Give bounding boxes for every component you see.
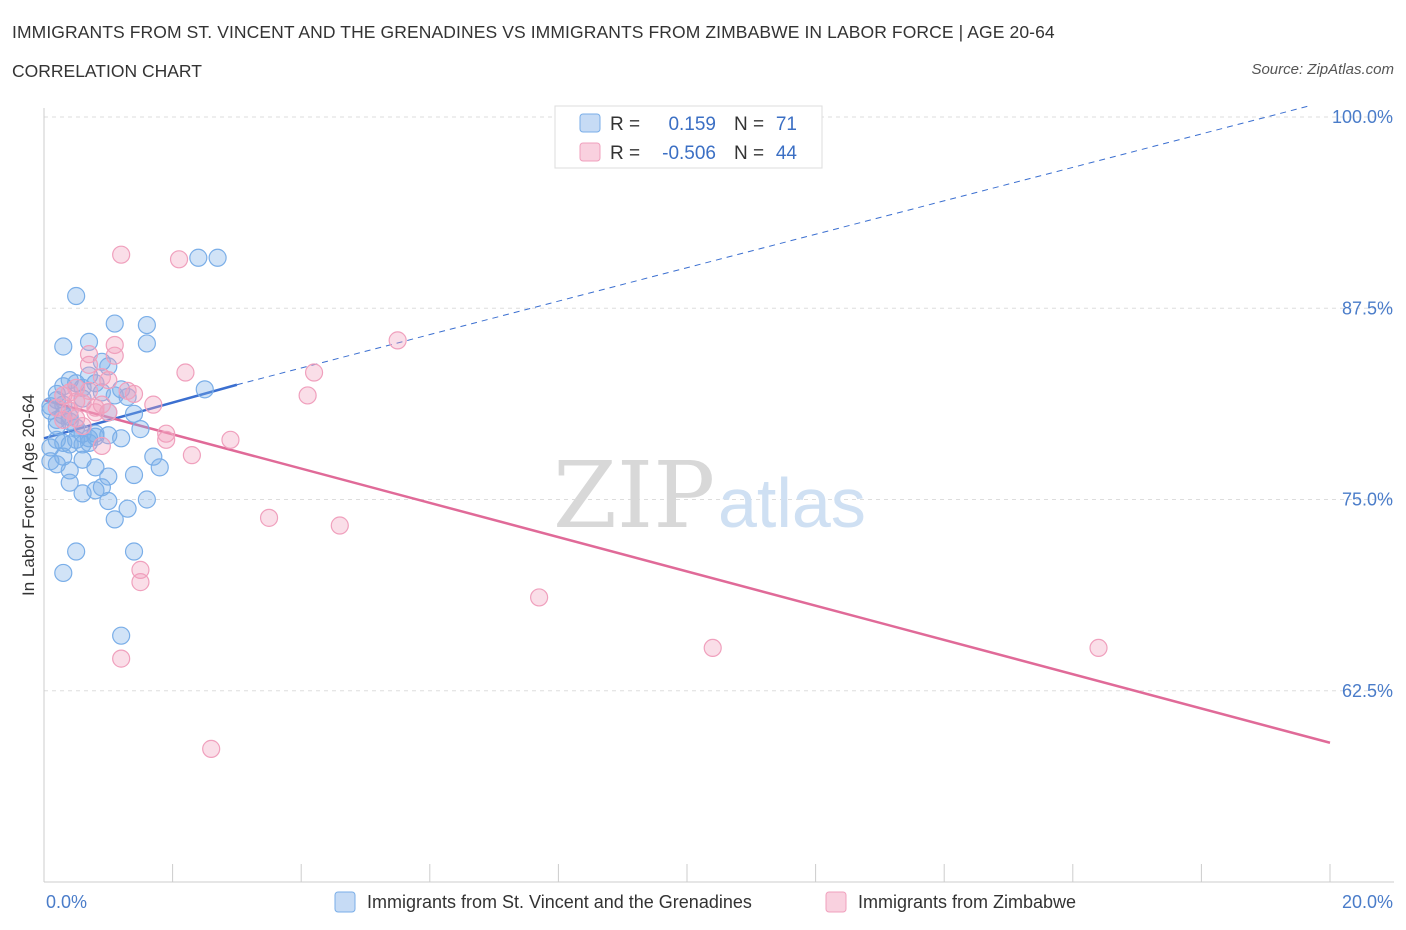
point-zimbabwe bbox=[131, 573, 150, 592]
point-zimbabwe bbox=[169, 250, 189, 269]
trend-line-svg-extension bbox=[236, 105, 1311, 386]
point-svg bbox=[131, 420, 150, 439]
point-svg bbox=[137, 490, 156, 509]
point-zimbabwe bbox=[124, 384, 144, 404]
point-zimbabwe bbox=[144, 395, 163, 414]
data-points bbox=[41, 245, 1108, 758]
x-tick-label-max: 20.0% bbox=[1342, 892, 1393, 912]
chart-subtitle: CORRELATION CHART bbox=[12, 61, 202, 81]
point-svg bbox=[67, 542, 86, 561]
x-tick-label-min: 0.0% bbox=[46, 892, 87, 912]
x-tick-labels: 0.0% 20.0% bbox=[46, 892, 1393, 912]
legend-r-value-2: -0.506 bbox=[662, 143, 716, 164]
point-zimbabwe bbox=[259, 508, 279, 527]
point-zimbabwe bbox=[330, 516, 349, 535]
point-zimbabwe bbox=[73, 416, 92, 436]
legend-swatch-svg bbox=[579, 113, 601, 133]
point-svg bbox=[105, 314, 124, 333]
point-zimbabwe bbox=[298, 386, 317, 405]
point-zimbabwe bbox=[112, 245, 131, 264]
point-zimbabwe bbox=[530, 588, 549, 607]
y-tick-labels: 62.5% 75.0% 87.5% 100.0% bbox=[1332, 107, 1393, 701]
point-svg bbox=[137, 334, 156, 353]
point-zimbabwe bbox=[92, 436, 111, 456]
point-zimbabwe bbox=[388, 331, 407, 350]
legend-swatch-zim bbox=[579, 142, 601, 162]
point-svg bbox=[112, 429, 131, 448]
point-svg bbox=[54, 563, 73, 583]
point-svg bbox=[118, 499, 137, 518]
watermark: ZIP atlas bbox=[553, 442, 866, 549]
legend-n-value-2: 44 bbox=[776, 143, 798, 164]
point-zimbabwe bbox=[157, 430, 176, 449]
point-svg bbox=[99, 357, 118, 376]
point-svg bbox=[86, 458, 105, 477]
y-tick-label: 100.0% bbox=[1332, 107, 1393, 127]
series-legend-label-svg: Immigrants from St. Vincent and the Gren… bbox=[367, 892, 752, 912]
x-ticks bbox=[172, 864, 1331, 882]
point-svg bbox=[137, 315, 156, 335]
point-svg bbox=[99, 467, 118, 486]
legend-n-value-1: 71 bbox=[776, 114, 797, 135]
point-zimbabwe bbox=[157, 424, 176, 443]
point-svg bbox=[67, 286, 86, 306]
legend-n-label-1: N = bbox=[734, 114, 764, 135]
point-svg bbox=[60, 473, 79, 492]
point-svg bbox=[105, 510, 124, 529]
point-svg bbox=[144, 447, 163, 466]
point-zimbabwe bbox=[202, 739, 221, 758]
legend-n-label-2: N = bbox=[734, 143, 764, 164]
point-svg bbox=[99, 491, 118, 511]
legend-r-value-1: 0.159 bbox=[668, 114, 716, 135]
trend-line-zimbabwe bbox=[43, 398, 1331, 744]
legend-r-label-2: R = bbox=[610, 143, 640, 164]
point-zimbabwe bbox=[86, 398, 105, 417]
trend-line-svg bbox=[43, 383, 238, 440]
point-zimbabwe bbox=[176, 363, 195, 382]
watermark-atlas: atlas bbox=[718, 464, 866, 542]
point-svg bbox=[208, 248, 227, 267]
point-svg bbox=[124, 465, 144, 485]
point-svg bbox=[195, 380, 214, 399]
point-svg bbox=[150, 458, 169, 477]
y-tick-label: 62.5% bbox=[1342, 681, 1393, 701]
legend-r-label-1: R = bbox=[610, 114, 640, 135]
point-zimbabwe bbox=[105, 346, 124, 365]
point-zimbabwe bbox=[54, 410, 73, 430]
series-legend-swatch-zim bbox=[825, 891, 847, 913]
point-svg bbox=[189, 248, 208, 267]
chart-title: IMMIGRANTS FROM ST. VINCENT AND THE GREN… bbox=[12, 22, 1055, 42]
point-zimbabwe bbox=[79, 345, 99, 364]
series-legend: Immigrants from St. Vincent and the Gren… bbox=[334, 891, 1076, 913]
series-legend-swatch-svg bbox=[334, 891, 356, 913]
point-svg bbox=[73, 435, 92, 454]
point-svg bbox=[124, 404, 144, 423]
point-svg bbox=[54, 337, 73, 356]
watermark-zip: ZIP bbox=[553, 442, 715, 549]
y-axis-label: In Labor Force | Age 20-64 bbox=[19, 394, 38, 596]
point-zimbabwe bbox=[105, 335, 124, 355]
point-zimbabwe bbox=[112, 649, 131, 668]
point-zimbabwe bbox=[182, 446, 201, 465]
point-zimbabwe bbox=[221, 430, 240, 449]
point-svg bbox=[112, 626, 131, 645]
series-legend-label-zim: Immigrants from Zimbabwe bbox=[858, 892, 1076, 912]
gridlines bbox=[44, 116, 1394, 692]
point-zimbabwe bbox=[79, 355, 99, 374]
axes bbox=[43, 108, 1394, 883]
stats-legend: R = 0.159 N = 71 R = -0.506 N = 44 bbox=[554, 105, 823, 169]
point-zimbabwe bbox=[86, 403, 105, 422]
trend-lines bbox=[43, 105, 1331, 744]
y-tick-label: 75.0% bbox=[1342, 490, 1393, 510]
y-tick-label: 87.5% bbox=[1342, 298, 1393, 318]
source-label: Source: ZipAtlas.com bbox=[1251, 61, 1394, 78]
point-svg bbox=[124, 542, 144, 561]
point-zimbabwe bbox=[703, 638, 722, 658]
point-zimbabwe bbox=[99, 371, 118, 390]
point-zimbabwe bbox=[304, 363, 324, 382]
point-zimbabwe bbox=[1089, 638, 1108, 658]
